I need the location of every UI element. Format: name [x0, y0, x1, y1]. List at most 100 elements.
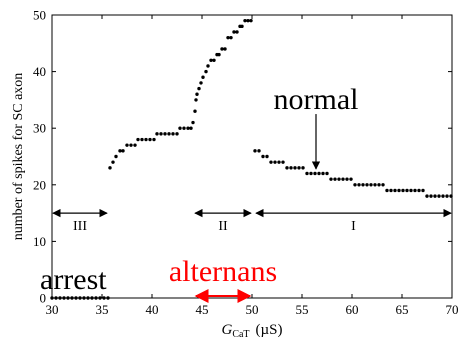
data-point: [273, 160, 277, 164]
data-point: [393, 188, 397, 193]
data-point: [345, 177, 349, 181]
data-point: [297, 166, 301, 170]
y-tick-label: 40: [33, 64, 46, 79]
data-point: [441, 194, 445, 198]
data-point: [361, 183, 365, 187]
arrest-annotation: arrest: [40, 263, 107, 296]
plot-frame: [51, 14, 453, 299]
data-point: [293, 166, 297, 170]
data-point: [217, 52, 221, 57]
data-point: [301, 166, 305, 170]
data-point: [223, 47, 227, 51]
data-point: [289, 166, 293, 170]
data-point: [333, 177, 337, 181]
region-markers: III II I: [52, 208, 452, 234]
data-point: [325, 171, 329, 176]
data-point: [152, 137, 156, 142]
data-point: [178, 126, 182, 130]
data-point: [365, 183, 369, 187]
data-point: [212, 58, 216, 62]
data-point: [285, 166, 289, 170]
data-point: [118, 149, 122, 153]
data-point: [140, 137, 144, 142]
data-point: [425, 194, 429, 198]
data-point: [195, 92, 199, 96]
data-point: [206, 64, 210, 68]
data-point: [194, 98, 198, 102]
data-point: [409, 188, 413, 193]
data-point: [269, 160, 273, 164]
data-point: [240, 24, 244, 29]
data-point: [321, 171, 325, 176]
data-point: [129, 143, 133, 147]
data-point: [433, 194, 437, 198]
data-point: [265, 154, 269, 159]
y-tick-label: 20: [33, 177, 46, 192]
data-point: [309, 171, 313, 176]
data-point: [249, 18, 253, 23]
x-tick-label: 55: [296, 302, 309, 317]
data-point: [209, 58, 213, 62]
data-point: [389, 188, 393, 193]
data-point: [421, 188, 425, 193]
data-point: [305, 171, 309, 176]
data-point: [197, 86, 201, 91]
region-label: III: [73, 219, 87, 234]
y-axis-label: number of spikes for SC axon: [11, 73, 26, 241]
data-point: [125, 143, 129, 147]
data-point: [405, 188, 409, 193]
data-point: [349, 177, 353, 181]
data-point: [163, 132, 167, 136]
data-point: [373, 183, 377, 187]
data-point: [136, 137, 140, 142]
data-point: [191, 120, 195, 125]
data-point: [171, 132, 175, 136]
data-point: [397, 188, 401, 193]
data-point: [337, 177, 341, 181]
y-tick-label: 50: [33, 8, 46, 23]
data-point: [220, 47, 224, 51]
y-tick-label: 10: [33, 234, 46, 249]
data-point: [226, 35, 230, 40]
region-label: I: [351, 219, 356, 234]
data-point: [261, 154, 265, 159]
data-point: [353, 183, 357, 187]
data-point: [243, 18, 247, 23]
data-point: [385, 188, 389, 193]
data-point: [133, 143, 137, 147]
normal-annotation: normal: [274, 83, 359, 116]
data-point: [341, 177, 345, 181]
x-axis-label: GCaT (µS): [221, 322, 282, 340]
data-point: [175, 132, 179, 136]
data-point: [204, 69, 208, 74]
data-point: [189, 126, 193, 130]
data-point: [121, 149, 125, 153]
data-point: [111, 160, 115, 164]
data-point: [148, 137, 152, 142]
data-point: [199, 81, 203, 85]
x-tick-label: 65: [396, 302, 409, 317]
data-point: [257, 149, 261, 153]
data-point: [377, 183, 381, 187]
data-point: [329, 177, 333, 181]
data-point: [167, 132, 171, 136]
data-point: [201, 75, 205, 79]
data-point: [159, 132, 163, 136]
alternans-annotation: alternans: [169, 255, 277, 288]
data-point: [313, 171, 317, 176]
data-point: [155, 132, 159, 136]
data-point: [246, 18, 250, 23]
data-point: [401, 188, 405, 193]
data-point: [232, 30, 236, 34]
data-point: [317, 171, 321, 176]
data-points: [50, 18, 453, 300]
data-point: [193, 109, 197, 113]
data-point: [417, 188, 421, 193]
data-point: [186, 126, 190, 130]
data-point: [281, 160, 285, 164]
y-tick-label: 0: [40, 291, 47, 306]
data-point: [114, 154, 118, 159]
data-point: [144, 137, 148, 142]
x-axis-label-main: G: [221, 322, 232, 338]
